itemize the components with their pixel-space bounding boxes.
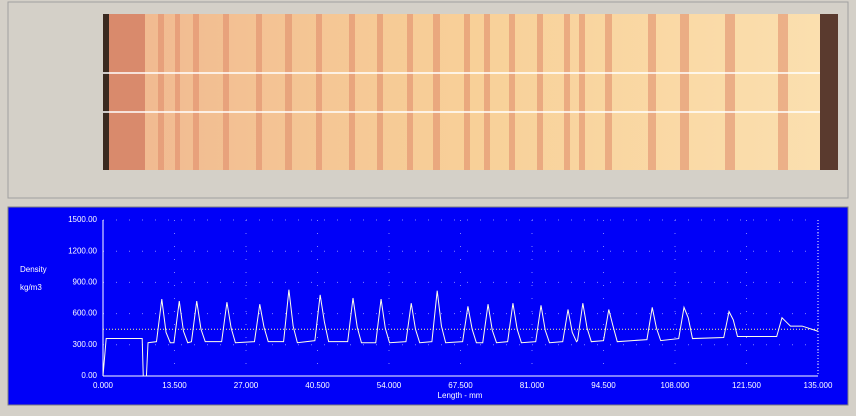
y-tick-label: 1500.00 (68, 215, 97, 224)
x-tick-label: 54.000 (377, 381, 402, 390)
x-tick-label: 67.500 (448, 381, 473, 390)
x-tick-label: 108.000 (661, 381, 690, 390)
y-tick-label: 600.00 (73, 309, 98, 318)
chart-panel (7, 206, 849, 406)
x-tick-label: 27.000 (234, 381, 259, 390)
x-tick-label: 0.000 (93, 381, 114, 390)
x-tick-label: 40.500 (305, 381, 330, 390)
x-tick-label: 81.000 (520, 381, 545, 390)
y-tick-label: 1200.00 (68, 246, 97, 255)
x-tick-label: 135.000 (804, 381, 833, 390)
x-axis-title: Length - mm (438, 391, 483, 400)
y-tick-label: 300.00 (73, 340, 98, 349)
y-tick-label: 0.00 (81, 371, 97, 380)
x-tick-label: 94.500 (591, 381, 616, 390)
x-tick-label: 121.500 (732, 381, 761, 390)
x-tick-label: 13.500 (162, 381, 187, 390)
y-axis-unit: kg/m3 (20, 283, 42, 292)
wood-sample-image (103, 14, 838, 170)
y-axis-title: Density (20, 265, 47, 274)
density-line (102, 289, 819, 377)
y-tick-label: 900.00 (73, 278, 98, 287)
